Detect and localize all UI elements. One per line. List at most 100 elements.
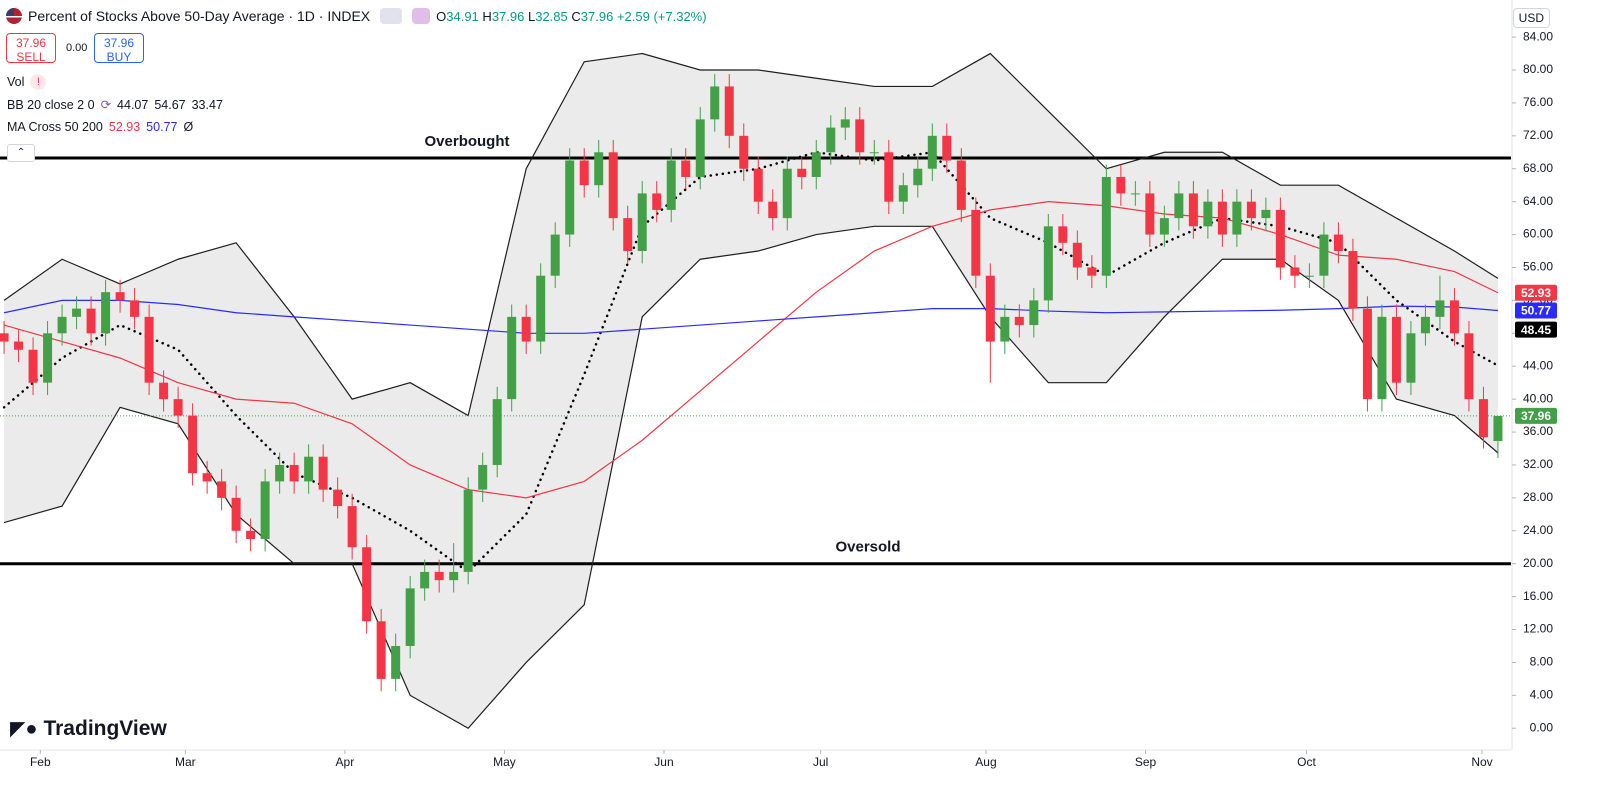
- bb-basis: 44.07: [117, 97, 149, 112]
- candle-body: [884, 152, 894, 202]
- candle-body: [1174, 193, 1184, 219]
- candle-body: [985, 275, 995, 342]
- x-tick-label: Nov: [1471, 755, 1492, 769]
- candle-body: [1304, 275, 1314, 277]
- candle-body: [1145, 193, 1155, 235]
- candle-body: [1362, 308, 1372, 400]
- events-icon[interactable]: [412, 8, 431, 24]
- buy-label: BUY: [106, 50, 132, 64]
- candle-body: [1319, 234, 1329, 276]
- collapse-button[interactable]: ⌃: [7, 144, 35, 162]
- candle-body: [43, 333, 53, 383]
- brand: ◤● TradingView: [10, 716, 167, 741]
- brand-name: TradingView: [43, 716, 167, 740]
- candle-body: [1232, 201, 1242, 235]
- price-badge: [1515, 407, 1557, 424]
- candle-body: [492, 399, 502, 465]
- flag-icon: [6, 8, 22, 24]
- ma-legend: MA Cross 50 200 52.93 50.77 Ø: [7, 120, 193, 134]
- candle-body: [28, 349, 38, 383]
- currency[interactable]: USD: [1512, 8, 1550, 28]
- reference-label: Oversold: [835, 539, 900, 556]
- candle-body: [1406, 333, 1416, 383]
- candle-body: [695, 119, 705, 177]
- candle-body: [956, 160, 966, 210]
- candle-body: [898, 185, 908, 202]
- candle-body: [1275, 209, 1285, 268]
- band-fill: [4, 53, 1498, 729]
- candle-body: [231, 497, 241, 531]
- candle-body: [318, 456, 328, 490]
- candle-body: [1348, 251, 1358, 309]
- warning-icon[interactable]: !: [30, 74, 47, 90]
- candle-body: [1478, 399, 1488, 438]
- candle-body: [840, 119, 850, 128]
- x-tick-label: Sep: [1135, 755, 1157, 769]
- candle-body: [971, 209, 981, 276]
- candle-body: [797, 168, 807, 177]
- candle-body: [1000, 316, 1010, 342]
- candle-body: [434, 571, 444, 581]
- y-tick-label: 28.00: [1523, 490, 1553, 504]
- candle-body: [869, 152, 879, 154]
- candle-body: [449, 571, 459, 581]
- candle-body: [739, 135, 749, 169]
- candle-body: [1029, 300, 1039, 326]
- candle-body: [565, 160, 575, 235]
- candle-body: [1435, 300, 1445, 317]
- x-tick-label: Jul: [813, 755, 828, 769]
- candle-body: [1058, 226, 1068, 243]
- candle-body: [347, 506, 357, 548]
- ma200-badge: [1515, 302, 1557, 319]
- candle-body: [623, 218, 633, 252]
- candle-body: [637, 193, 647, 252]
- refresh-icon[interactable]: ⟳: [100, 98, 112, 112]
- marker-value: 48.45: [1521, 323, 1551, 337]
- candle-body: [1203, 201, 1213, 227]
- ma-extra: Ø: [183, 120, 194, 134]
- marker-badge: [1515, 321, 1557, 338]
- sell-button[interactable]: 37.96 SELL: [6, 33, 56, 64]
- ma-50: 52.93: [108, 120, 141, 134]
- sell-price: 37.96: [15, 36, 47, 50]
- indicator-line: [3, 225, 1499, 730]
- y-tick-label: 16.00: [1523, 589, 1553, 603]
- candle-body: [1159, 218, 1169, 235]
- x-tick-label: Jun: [654, 755, 673, 769]
- candle-body: [710, 86, 720, 120]
- x-tick-label: Mar: [175, 755, 196, 769]
- y-tick-label: 64.00: [1523, 194, 1553, 208]
- ma-200: 50.77: [146, 120, 178, 134]
- candle-body: [811, 152, 821, 177]
- candle-body: [826, 127, 836, 153]
- ohlc-key: O: [436, 8, 447, 24]
- ohlc-value: 37.96: [580, 8, 614, 24]
- candle-body: [579, 160, 589, 186]
- x-tick-label: Apr: [336, 755, 355, 769]
- candle-body: [376, 621, 386, 679]
- bb-legend: BB 20 close 2 0 ⟳ 44.07 54.67 33.47: [7, 97, 223, 113]
- y-tick-label: 60.00: [1523, 227, 1553, 241]
- y-tick-label: 72.00: [1523, 128, 1553, 142]
- candle-body: [942, 135, 952, 161]
- candle-body: [1116, 176, 1126, 194]
- candle-body: [246, 530, 256, 540]
- x-tick-label: Aug: [975, 755, 996, 769]
- buy-button[interactable]: 37.96 BUY: [94, 33, 144, 64]
- ma50-badge: [1515, 284, 1557, 301]
- candle-body: [666, 160, 676, 210]
- y-tick-label: 80.00: [1523, 62, 1553, 76]
- y-axis-panel: [1512, 0, 1610, 798]
- price-value: 37.96: [1521, 409, 1551, 423]
- candle-body: [304, 456, 314, 482]
- toggle-icon[interactable]: [380, 8, 403, 24]
- candle-body: [86, 308, 96, 334]
- y-tick-label: 36.00: [1523, 424, 1553, 438]
- y-tick-label: 40.00: [1523, 391, 1553, 405]
- candle-body: [405, 588, 415, 646]
- bb-lower: 33.47: [191, 97, 223, 112]
- candle-body: [1449, 300, 1459, 334]
- y-tick-label: 24.00: [1523, 523, 1553, 537]
- candle-body: [260, 481, 270, 540]
